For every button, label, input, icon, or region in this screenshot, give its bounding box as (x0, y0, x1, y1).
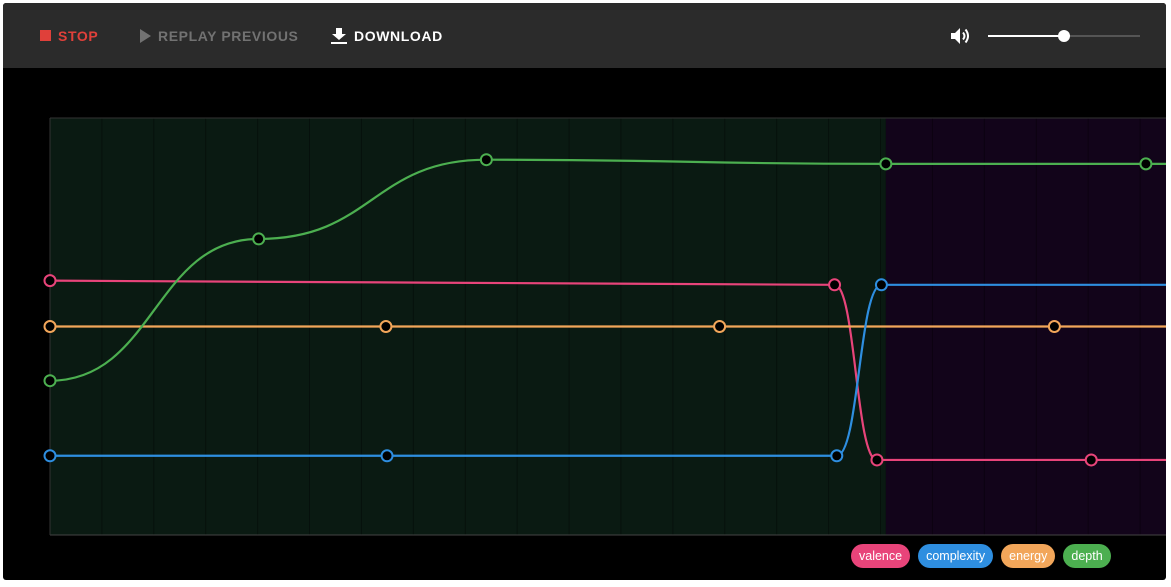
depth-point (43, 374, 57, 388)
download-arrow-icon (331, 27, 347, 44)
legend-complexity[interactable]: complexity (918, 544, 994, 568)
download-label: DOWNLOAD (354, 27, 443, 44)
speaker-volume-icon[interactable] (949, 25, 971, 47)
legend-valence[interactable]: valence (851, 544, 911, 568)
volume-fill (988, 35, 1064, 37)
play-triangle-icon (140, 28, 151, 43)
replay-previous-button[interactable]: REPLAY PREVIOUS (140, 3, 299, 68)
energy-point (43, 320, 57, 333)
legend-depth[interactable]: depth (1063, 544, 1111, 568)
stop-square-icon (40, 30, 51, 41)
depth-curve (49, 158, 1166, 382)
depth-point (879, 157, 893, 171)
legend: valence complexity energy depth (851, 544, 1111, 568)
complexity-curve (50, 283, 1166, 457)
volume-slider[interactable] (988, 28, 1140, 44)
volume-knob[interactable] (1058, 30, 1070, 42)
legend-energy[interactable]: energy (1001, 544, 1056, 568)
valence-point (43, 274, 57, 288)
energy-point (713, 320, 727, 333)
curve-chart[interactable] (3, 68, 1166, 580)
complexity-point (380, 449, 394, 463)
valence-point (828, 278, 842, 292)
depth-point (1139, 157, 1153, 171)
toolbar: STOP REPLAY PREVIOUS DOWNLOAD (3, 3, 1166, 68)
replay-label: REPLAY PREVIOUS (158, 27, 299, 44)
complexity-point (874, 278, 888, 292)
energy-point (1047, 320, 1061, 333)
valence-curve (49, 279, 1166, 462)
stop-label: STOP (58, 27, 99, 44)
depth-point (479, 153, 493, 167)
complexity-point (43, 449, 57, 463)
complexity-point (830, 449, 844, 463)
stop-button[interactable]: STOP (40, 3, 98, 68)
valence-point (1084, 453, 1098, 467)
energy-point (379, 320, 393, 333)
download-button[interactable]: DOWNLOAD (331, 3, 443, 68)
depth-point (252, 232, 266, 246)
valence-point (870, 453, 884, 467)
sequencer-panel: STOP REPLAY PREVIOUS DOWNLOAD valence co… (3, 3, 1166, 580)
